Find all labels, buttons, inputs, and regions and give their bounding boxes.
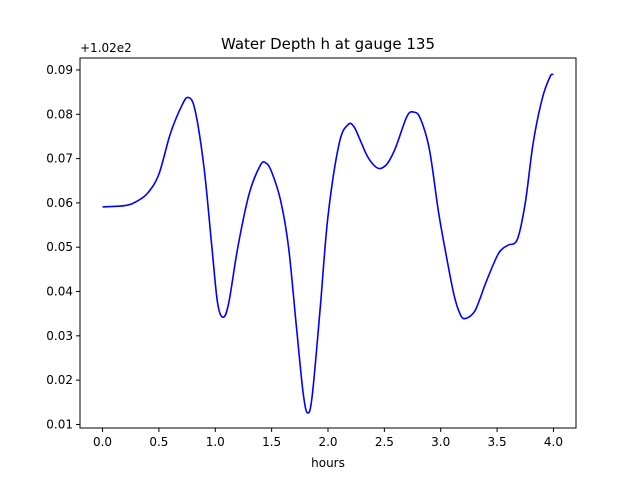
y-tick-label: 0.06 bbox=[46, 196, 73, 210]
y-axis-ticks: 0.01 0.02 0.03 0.04 0.05 0.06 0.07 0.08 0.09 bbox=[46, 63, 80, 431]
y-tick-label: 0.05 bbox=[46, 240, 73, 254]
x-tick-label: 0.0 bbox=[93, 435, 112, 449]
x-tick-label: 2.0 bbox=[318, 435, 337, 449]
y-axis-offset-label: +1.02e2 bbox=[80, 41, 132, 55]
plot-frame bbox=[79, 57, 577, 429]
x-tick-label: 3.0 bbox=[431, 435, 450, 449]
x-tick-label: 2.5 bbox=[375, 435, 394, 449]
y-tick-label: 0.01 bbox=[46, 417, 73, 431]
x-axis-ticks: 0.0 0.5 1.0 1.5 2.0 2.5 3.0 3.5 4.0 bbox=[93, 428, 563, 449]
y-tick-label: 0.07 bbox=[46, 152, 73, 166]
chart-title: Water Depth h at gauge 135 bbox=[221, 35, 435, 53]
x-tick-label: 0.5 bbox=[149, 435, 168, 449]
y-tick-label: 0.03 bbox=[46, 329, 73, 343]
x-axis-label: hours bbox=[311, 456, 345, 470]
x-tick-label: 3.5 bbox=[488, 435, 507, 449]
y-tick-label: 0.02 bbox=[46, 373, 73, 387]
y-tick-label: 0.08 bbox=[46, 107, 73, 121]
plot-area bbox=[102, 73, 554, 414]
x-tick-label: 4.0 bbox=[544, 435, 563, 449]
water-depth-line bbox=[102, 73, 554, 414]
x-tick-label: 1.0 bbox=[206, 435, 225, 449]
y-tick-label: 0.04 bbox=[46, 285, 73, 299]
y-tick-label: 0.09 bbox=[46, 63, 73, 77]
x-tick-label: 1.5 bbox=[262, 435, 281, 449]
